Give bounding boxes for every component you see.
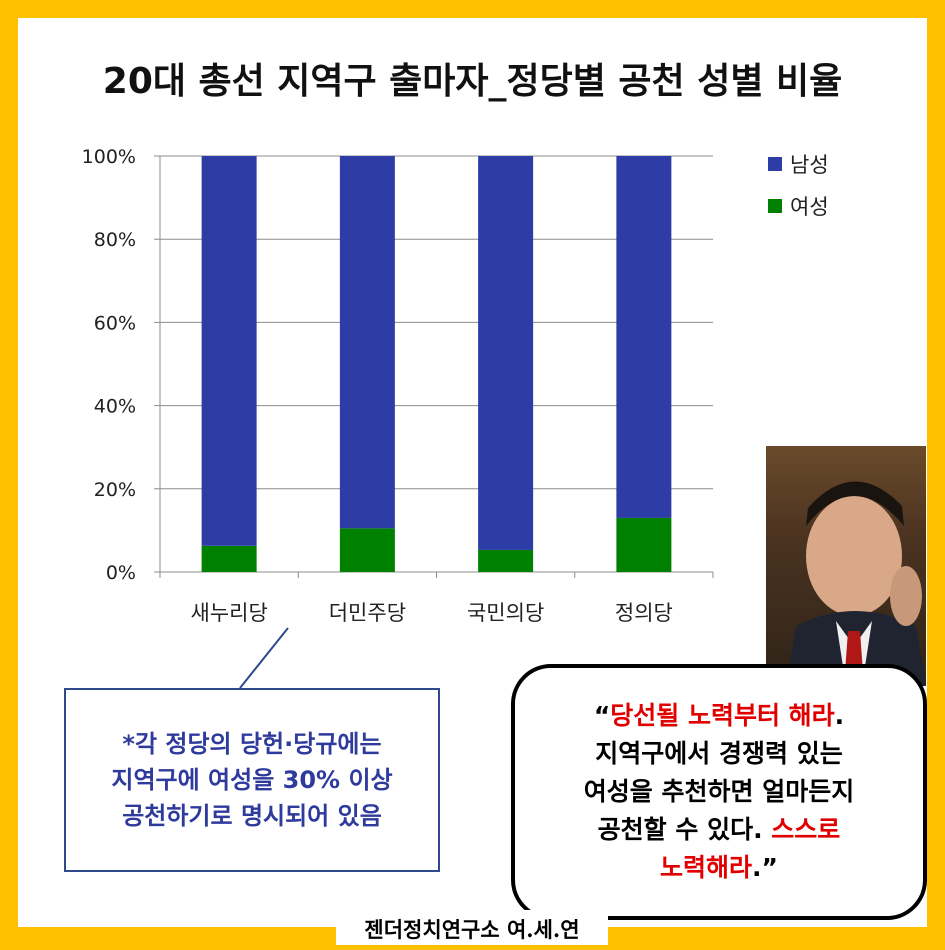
- bar-segment: [478, 156, 534, 550]
- portrait-illustration: [786, 481, 926, 686]
- quote-line-4: 공천할 수 있다.: [597, 815, 772, 844]
- quote-highlight-2: 스스로: [771, 815, 841, 844]
- footer-credit: 젠더정치연구소 여.세.연: [336, 910, 608, 945]
- portrait-photo: [766, 446, 926, 686]
- x-category-label: 정의당: [615, 601, 673, 625]
- bar-segment: [201, 156, 257, 546]
- quote-highlight-1: 당선될 노력부터 해라: [610, 701, 835, 730]
- callout-pointer-line: [239, 627, 289, 689]
- bar-segment: [616, 156, 672, 518]
- note-callout: *각 정당의 당헌·당규에는 지역구에 여성을 30% 이상 공천하기로 명시되…: [64, 688, 440, 872]
- y-tick-label: 100%: [82, 146, 136, 168]
- legend-label: 남성: [790, 153, 829, 177]
- chart-title: 20대 총선 지역구 출마자_정당별 공천 성별 비율: [102, 61, 843, 102]
- quote-line-2: 지역구에서 경쟁력 있는: [595, 739, 843, 768]
- quote-bubble: “당선될 노력부터 해라. 지역구에서 경쟁력 있는 여성을 추천하면 얼마든지…: [511, 664, 927, 920]
- quote-text: “당선될 노력부터 해라. 지역구에서 경쟁력 있는 여성을 추천하면 얼마든지…: [584, 697, 854, 887]
- y-tick-label: 40%: [94, 396, 136, 418]
- y-tick-label: 0%: [106, 562, 136, 584]
- x-category-label: 국민의당: [467, 601, 544, 625]
- bar-segment: [339, 156, 395, 529]
- y-tick-label: 80%: [94, 229, 136, 251]
- bar-segment: [339, 528, 395, 572]
- x-category-labels: 새누리당 더민주당 국민의당 정의당: [190, 601, 672, 625]
- y-tick-labels: 0% 20% 40% 60% 80% 100%: [82, 146, 136, 584]
- x-category-label: 새누리당: [190, 601, 267, 625]
- chart-bars: [201, 156, 672, 572]
- quote-highlight-3: 노력해라: [660, 853, 753, 882]
- y-tick-label: 20%: [94, 479, 136, 501]
- quote-period-1: .: [834, 701, 845, 730]
- bar-segment: [478, 549, 534, 572]
- quote-close-mark: .”: [752, 853, 778, 882]
- bar-segment: [616, 517, 672, 572]
- legend-swatch: [768, 199, 782, 213]
- note-callout-text: *각 정당의 당헌·당규에는 지역구에 여성을 30% 이상 공천하기로 명시되…: [111, 730, 393, 830]
- y-tick-label: 60%: [94, 312, 136, 334]
- bar-segment: [201, 545, 257, 572]
- x-category-label: 더민주당: [329, 601, 406, 625]
- legend-swatch: [768, 157, 782, 171]
- legend-label: 여성: [790, 195, 829, 219]
- quote-open-mark: “: [593, 701, 611, 730]
- quote-line-3: 여성을 추천하면 얼마든지: [583, 777, 855, 806]
